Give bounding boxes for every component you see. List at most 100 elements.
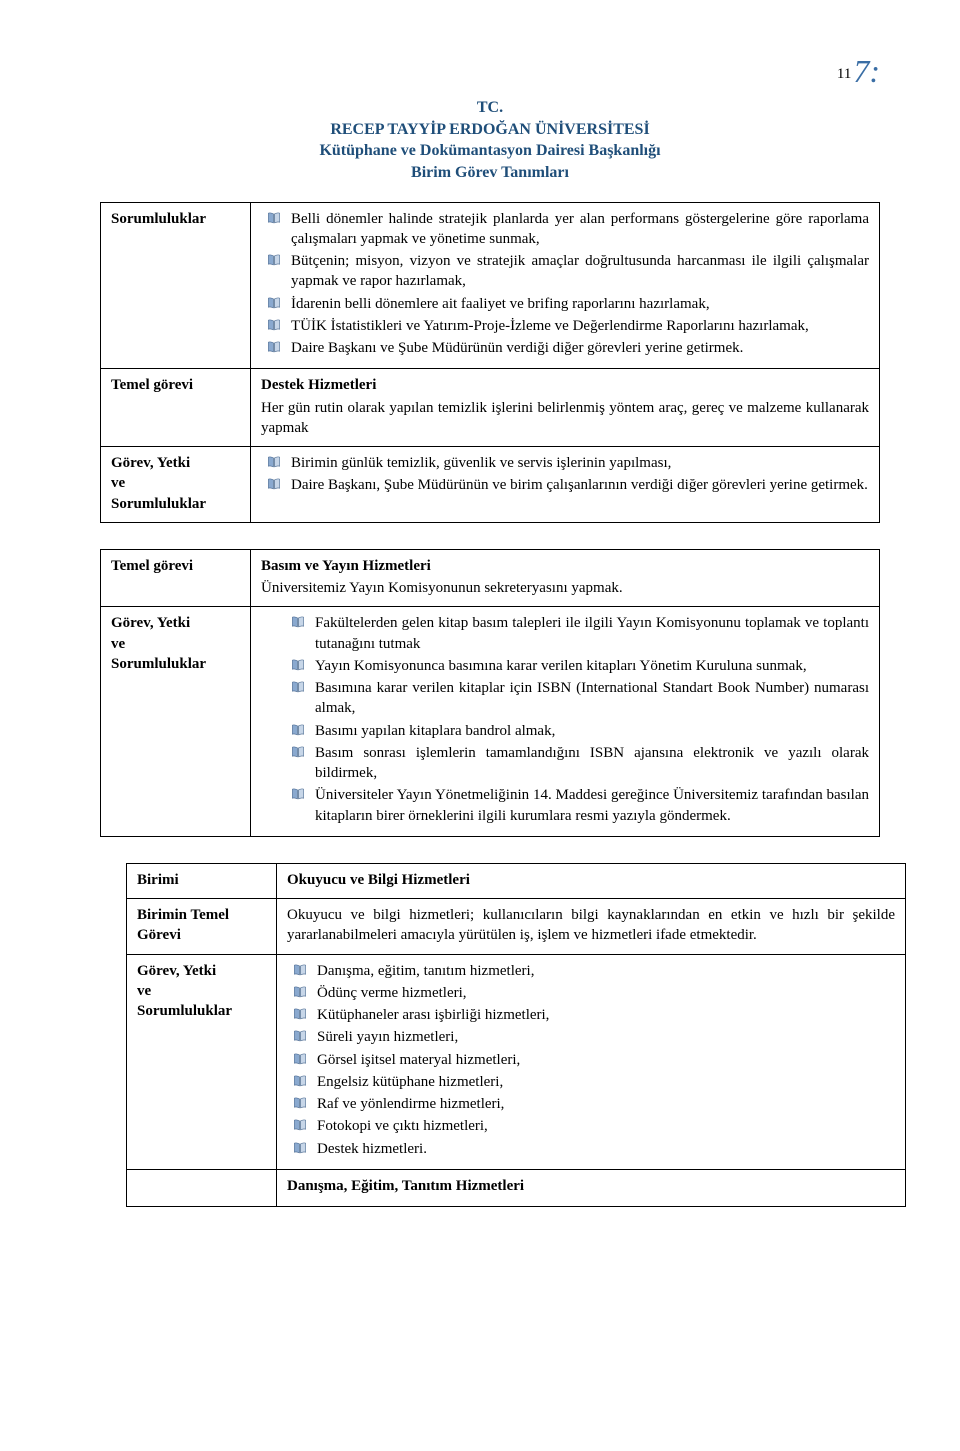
list-item: İdarenin belli dönemlere ait faaliyet ve… bbox=[261, 294, 869, 314]
list-item-text: Süreli yayın hizmetleri, bbox=[317, 1029, 458, 1045]
book-bullet-icon bbox=[293, 1052, 307, 1072]
book-bullet-icon bbox=[291, 745, 305, 765]
list-item: Basımı yapılan kitaplara bandrol almak, bbox=[261, 721, 869, 741]
book-bullet-icon bbox=[293, 1096, 307, 1116]
list-item: Süreli yayın hizmetleri, bbox=[287, 1027, 895, 1047]
list-item-text: Daire Başkanı ve Şube Müdürünün verdiği … bbox=[291, 340, 743, 356]
list-item-text: Fakültelerden gelen kitap basım talepler… bbox=[315, 615, 869, 651]
list-item-text: Basım sonrası işlemlerin tamamlandığını … bbox=[315, 745, 869, 781]
list-item: Raf ve yönlendirme hizmetleri, bbox=[287, 1094, 895, 1114]
danisma-title: Danışma, Eğitim, Tanıtım Hizmetleri bbox=[287, 1176, 895, 1196]
label-temel-1: Temel görevi bbox=[101, 369, 251, 447]
gy-list-1: Birimin günlük temizlik, güvenlik ve ser… bbox=[261, 453, 869, 496]
list-item: Birimin günlük temizlik, güvenlik ve ser… bbox=[261, 453, 869, 473]
cell-gy-1: Birimin günlük temizlik, güvenlik ve ser… bbox=[251, 447, 880, 523]
basim-title: Basım ve Yayın Hizmetleri bbox=[261, 556, 869, 576]
list-item-text: Raf ve yönlendirme hizmetleri, bbox=[317, 1096, 504, 1112]
book-bullet-icon bbox=[267, 455, 281, 475]
temel-text-1: Her gün rutin olarak yapılan temizlik iş… bbox=[261, 398, 869, 439]
label-birimi: Birimi bbox=[127, 863, 277, 898]
list-item: Danışma, eğitim, tanıtım hizmetleri, bbox=[287, 961, 895, 981]
header-line-4: Birim Görev Tanımları bbox=[100, 162, 880, 184]
list-item: Basım sonrası işlemlerin tamamlandığını … bbox=[261, 743, 869, 784]
list-item: Kütüphaneler arası işbirliği hizmetleri, bbox=[287, 1005, 895, 1025]
list-item-text: Üniversiteler Yayın Yönetmeliğinin 14. M… bbox=[315, 787, 869, 823]
header-line-3: Kütüphane ve Dokümantasyon Dairesi Başka… bbox=[100, 140, 880, 162]
list-item-text: Ödünç verme hizmetleri, bbox=[317, 985, 467, 1001]
book-bullet-icon bbox=[291, 787, 305, 807]
birimin-temel-text: Okuyucu ve bilgi hizmetleri; kullanıcıla… bbox=[287, 905, 895, 946]
list-item-text: Belli dönemler halinde stratejik planlar… bbox=[291, 211, 869, 247]
list-item: Destek hizmetleri. bbox=[287, 1139, 895, 1159]
book-bullet-icon bbox=[291, 658, 305, 678]
list-item: Daire Başkanı, Şube Müdürünün ve birim ç… bbox=[261, 475, 869, 495]
book-bullet-icon bbox=[267, 253, 281, 273]
list-item-text: Kütüphaneler arası işbirliği hizmetleri, bbox=[317, 1007, 549, 1023]
book-bullet-icon bbox=[293, 1118, 307, 1138]
cell-temel-2: Basım ve Yayın Hizmetleri Üniversitemiz … bbox=[251, 549, 880, 607]
cell-gy-2: Fakültelerden gelen kitap basım talepler… bbox=[251, 607, 880, 837]
label-gy-3: Görev, Yetki ve Sorumluluklar bbox=[127, 954, 277, 1169]
cell-birimi: Okuyucu ve Bilgi Hizmetleri bbox=[277, 863, 906, 898]
list-item-text: Birimin günlük temizlik, güvenlik ve ser… bbox=[291, 455, 671, 471]
book-bullet-icon bbox=[293, 1074, 307, 1094]
list-item-text: İdarenin belli dönemlere ait faaliyet ve… bbox=[291, 296, 710, 312]
cell-danisma: Danışma, Eğitim, Tanıtım Hizmetleri bbox=[277, 1169, 906, 1206]
document-header: TC. RECEP TAYYİP ERDOĞAN ÜNİVERSİTESİ Kü… bbox=[100, 97, 880, 183]
list-item-text: Basımına karar verilen kitaplar için ISB… bbox=[315, 680, 869, 716]
book-bullet-icon bbox=[293, 1007, 307, 1027]
list-item: Belli dönemler halinde stratejik planlar… bbox=[261, 209, 869, 250]
list-item: Engelsiz kütüphane hizmetleri, bbox=[287, 1072, 895, 1092]
list-item-text: Fotokopi ve çıktı hizmetleri, bbox=[317, 1118, 488, 1134]
label-empty bbox=[127, 1169, 277, 1206]
cell-resp-1: Belli dönemler halinde stratejik planlar… bbox=[251, 202, 880, 369]
list-item-text: Danışma, eğitim, tanıtım hizmetleri, bbox=[317, 963, 534, 979]
cell-birimin-temel: Okuyucu ve bilgi hizmetleri; kullanıcıla… bbox=[277, 899, 906, 955]
book-bullet-icon bbox=[293, 1029, 307, 1049]
book-bullet-icon bbox=[293, 1141, 307, 1161]
list-item: Ödünç verme hizmetleri, bbox=[287, 983, 895, 1003]
list-item: Fakültelerden gelen kitap basım talepler… bbox=[261, 613, 869, 654]
book-bullet-icon bbox=[267, 318, 281, 338]
list-item: Basımına karar verilen kitaplar için ISB… bbox=[261, 678, 869, 719]
book-bullet-icon bbox=[267, 477, 281, 497]
label-temel-2: Temel görevi bbox=[101, 549, 251, 607]
list-item-text: Bütçenin; misyon, vizyon ve stratejik am… bbox=[291, 253, 869, 289]
header-line-2: RECEP TAYYİP ERDOĞAN ÜNİVERSİTESİ bbox=[100, 119, 880, 141]
page-num-value: 11 bbox=[837, 66, 851, 82]
resp-list-1: Belli dönemler halinde stratejik planlar… bbox=[261, 209, 869, 359]
list-item-text: Engelsiz kütüphane hizmetleri, bbox=[317, 1074, 503, 1090]
list-item-text: Görsel işitsel materyal hizmetleri, bbox=[317, 1052, 520, 1068]
book-bullet-icon bbox=[293, 985, 307, 1005]
table-2: Temel görevi Basım ve Yayın Hizmetleri Ü… bbox=[100, 549, 880, 837]
list-item: Yayın Komisyonunca basımına karar verile… bbox=[261, 656, 869, 676]
list-item-text: TÜİK İstatistikleri ve Yatırım-Proje-İzl… bbox=[291, 318, 809, 334]
gy-list-2: Fakültelerden gelen kitap basım talepler… bbox=[261, 613, 869, 826]
birimi-text: Okuyucu ve Bilgi Hizmetleri bbox=[287, 872, 470, 888]
label-birimin-temel: Birimin Temel Görevi bbox=[127, 899, 277, 955]
book-bullet-icon bbox=[267, 296, 281, 316]
book-bullet-icon bbox=[293, 963, 307, 983]
book-bullet-icon bbox=[291, 680, 305, 700]
label-gy-1: Görev, Yetki ve Sorumluluklar bbox=[101, 447, 251, 523]
book-bullet-icon bbox=[267, 340, 281, 360]
page-number: 117: bbox=[100, 50, 880, 93]
list-item: Üniversiteler Yayın Yönetmeliğinin 14. M… bbox=[261, 785, 869, 826]
label-gy-2: Görev, Yetki ve Sorumluluklar bbox=[101, 607, 251, 837]
page-num-slash: 7: bbox=[853, 53, 880, 89]
temel-text-2: Üniversitemiz Yayın Komisyonunun sekrete… bbox=[261, 578, 869, 598]
label-sorumluluklar: Sorumluluklar bbox=[101, 202, 251, 369]
book-bullet-icon bbox=[291, 723, 305, 743]
header-line-1: TC. bbox=[100, 97, 880, 119]
book-bullet-icon bbox=[291, 615, 305, 635]
list-item: Daire Başkanı ve Şube Müdürünün verdiği … bbox=[261, 338, 869, 358]
list-item-text: Destek hizmetleri. bbox=[317, 1141, 427, 1157]
list-item-text: Basımı yapılan kitaplara bandrol almak, bbox=[315, 723, 555, 739]
list-item-text: Daire Başkanı, Şube Müdürünün ve birim ç… bbox=[291, 477, 868, 493]
book-bullet-icon bbox=[267, 211, 281, 231]
cell-gy-3: Danışma, eğitim, tanıtım hizmetleri, Ödün… bbox=[277, 954, 906, 1169]
table-1: Sorumluluklar Belli dönemler halinde str… bbox=[100, 202, 880, 523]
cell-temel-1: Destek Hizmetleri Her gün rutin olarak y… bbox=[251, 369, 880, 447]
list-item: Bütçenin; misyon, vizyon ve stratejik am… bbox=[261, 251, 869, 292]
list-item: TÜİK İstatistikleri ve Yatırım-Proje-İzl… bbox=[261, 316, 869, 336]
